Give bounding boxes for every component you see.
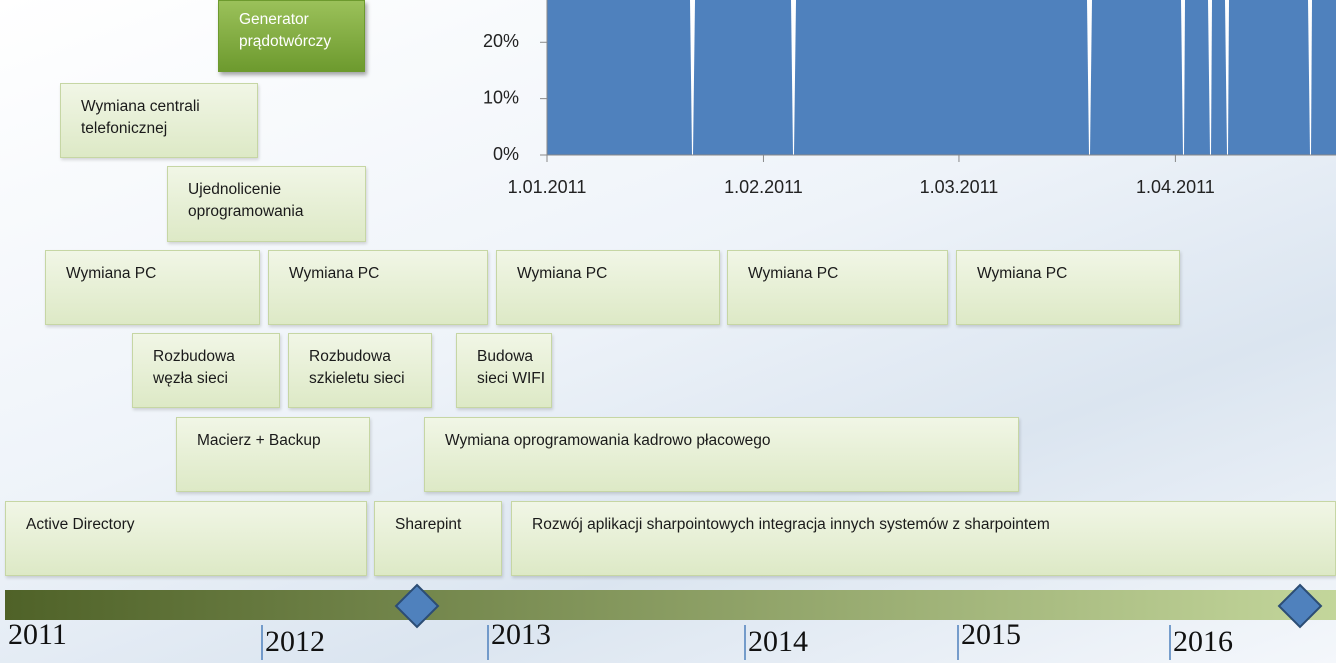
task-box: Ujednolicenie oprogramowania [167,166,366,242]
task-box: Active Directory [5,501,367,576]
task-box: Wymiana PC [727,250,948,325]
task-box: Wymiana PC [496,250,720,325]
task-box: Rozwój aplikacji sharpointowych integrac… [511,501,1336,576]
year-label: 2013 [491,618,551,651]
year-label: 2014 [748,625,808,658]
chart: 0% 10% 20% 1.01.2011 1.02.2011 1.03.2011 1.04.… [483,0,1336,197]
x-tick-label: 1.04.2011 [1136,177,1215,197]
task-box: Wymiana PC [956,250,1180,325]
area [547,0,1336,155]
year-label: 2012 [265,625,325,658]
task-box: Rozbudowa szkieletu sieci [288,333,432,408]
y-tick-label: 0% [493,144,519,164]
task-box: Wymiana oprogramowania kadrowo płacowego [424,417,1019,492]
y-tick-label: 20% [483,31,519,51]
year-label: 2015 [961,618,1021,651]
y-tick-label: 10% [483,87,519,107]
x-tick-label: 1.03.2011 [920,177,999,197]
x-tick-label: 1.01.2011 [508,177,587,197]
task-box: Generator prądotwórczy [218,0,365,72]
task-box: Macierz + Backup [176,417,370,492]
year-label: 2016 [1173,625,1233,658]
task-box: Rozbudowa węzła sieci [132,333,280,408]
timeline-bar [5,590,1336,620]
task-box: Wymiana PC [268,250,488,325]
task-box: Budowa sieci WIFI [456,333,552,408]
area-gaps [690,0,1312,155]
year-label: 2011 [8,618,67,651]
task-box: Wymiana PC [45,250,260,325]
year-separators [261,625,1171,660]
task-box: Wymiana centrali telefonicznej [60,83,258,158]
task-box: Sharepint [374,501,502,576]
x-tick-label: 1.02.2011 [724,177,803,197]
